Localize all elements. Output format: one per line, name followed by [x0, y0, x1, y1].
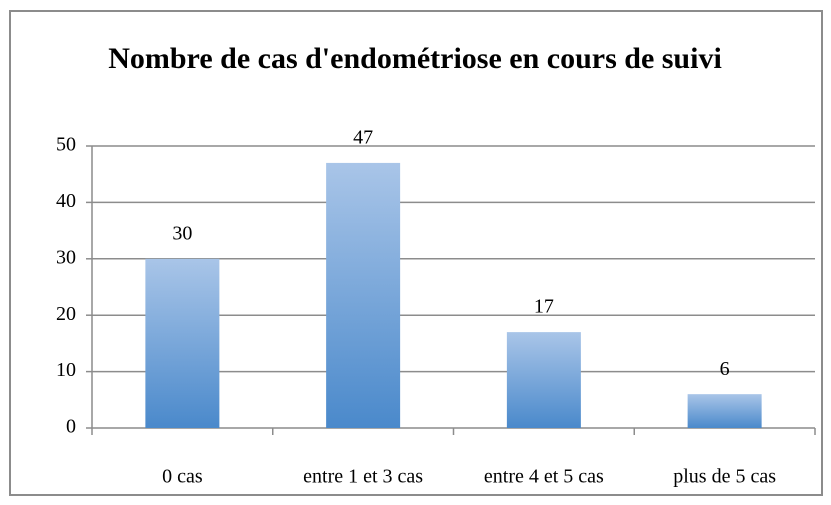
y-tick-label: 40	[56, 190, 76, 212]
y-tick-label: 30	[56, 246, 76, 268]
x-tick-label: 0 cas	[162, 466, 203, 488]
chart-title: Nombre de cas d'endométriose en cours de…	[108, 42, 722, 75]
data-label: 17	[534, 296, 554, 318]
bar	[145, 258, 220, 428]
y-tick-label: 50	[56, 134, 76, 156]
x-tick-label: entre 4 et 5 cas	[484, 466, 604, 488]
bar	[687, 394, 762, 428]
y-tick-label: 20	[56, 303, 76, 325]
data-label: 6	[720, 358, 730, 380]
bar	[506, 332, 581, 428]
bar	[326, 162, 401, 429]
data-label: 30	[172, 222, 192, 244]
chart-frame	[9, 10, 823, 496]
y-tick-label: 10	[56, 359, 76, 381]
y-tick-label: 0	[66, 416, 76, 438]
data-label: 47	[353, 127, 373, 149]
x-tick-label: plus de 5 cas	[673, 466, 776, 488]
x-tick-label: entre 1 et 3 cas	[303, 466, 423, 488]
